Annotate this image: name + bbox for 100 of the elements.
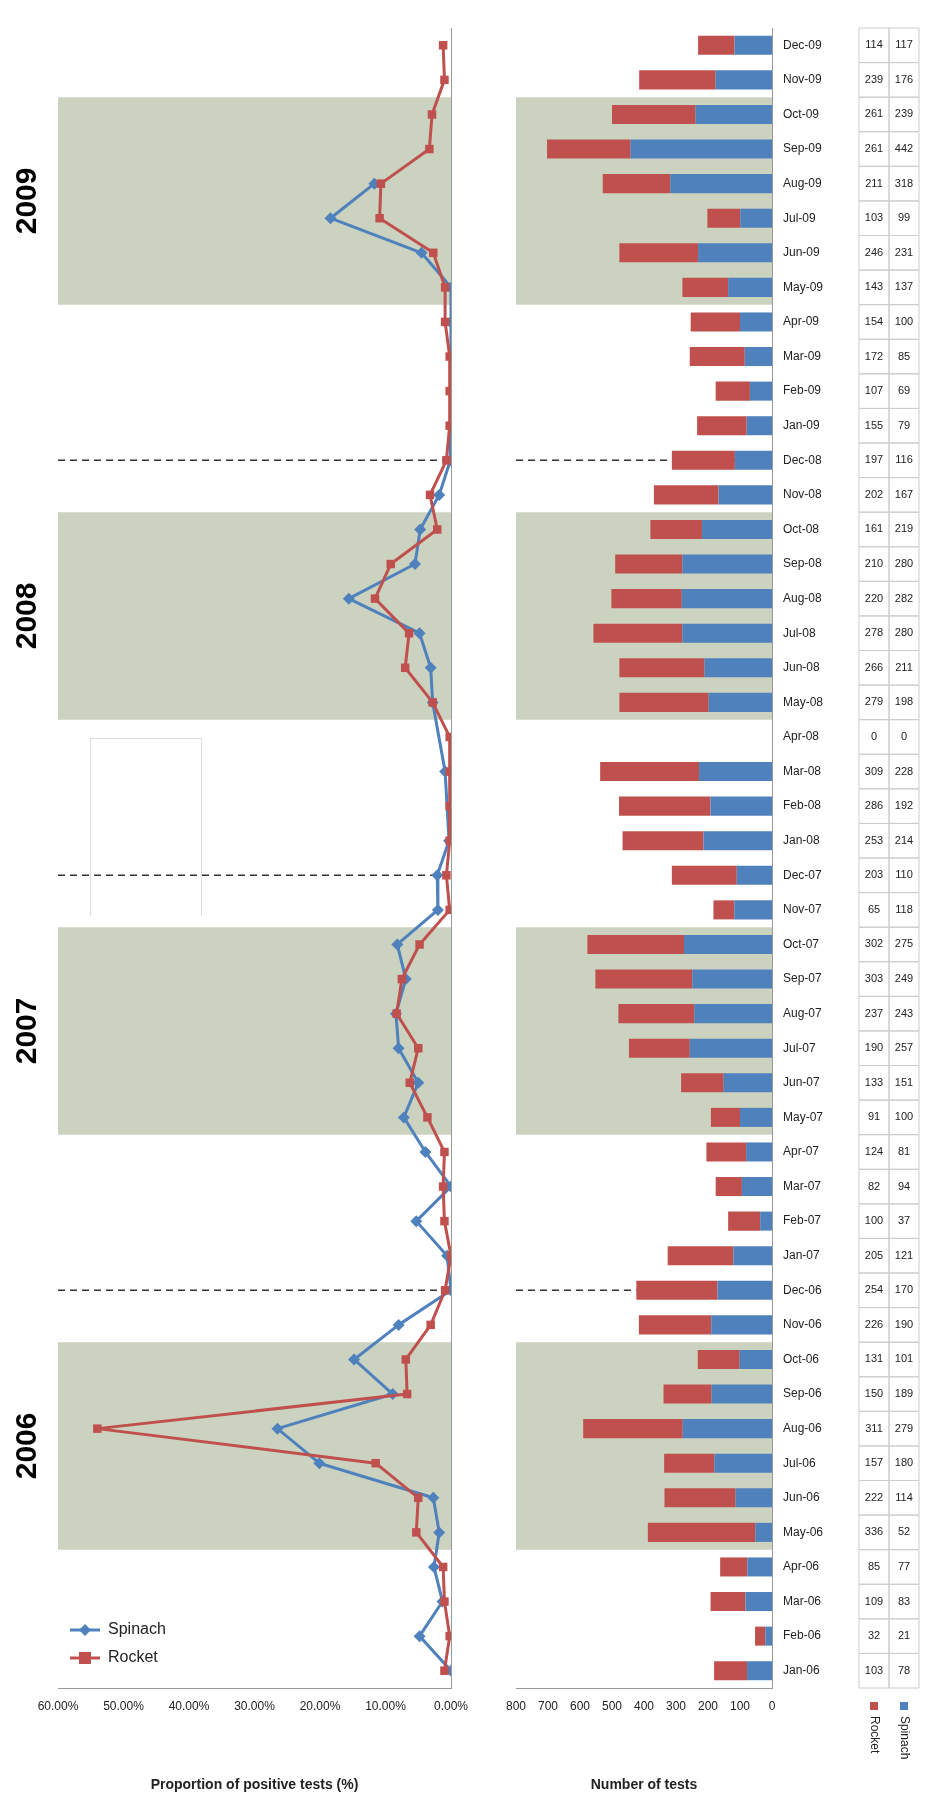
y-tick-label: Feb-06 <box>783 1628 822 1643</box>
data-label: 85 <box>867 1559 881 1572</box>
x-tick-label: 0 <box>768 1698 776 1713</box>
point <box>348 1353 361 1366</box>
point <box>427 110 437 119</box>
bar <box>619 658 705 678</box>
bar <box>695 104 772 124</box>
data-label: 161 <box>864 522 884 535</box>
data-label: 228 <box>894 764 914 777</box>
bar <box>595 969 693 989</box>
point <box>410 1215 423 1228</box>
point <box>313 1457 326 1470</box>
data-label: 210 <box>864 557 884 570</box>
x-tick-label: 600 <box>569 1698 591 1713</box>
y-tick-label: Oct-09 <box>783 106 820 121</box>
point <box>405 1078 414 1088</box>
bar <box>701 519 772 539</box>
y-tick-label: Feb-08 <box>783 798 822 813</box>
bar <box>619 796 711 816</box>
data-label: 202 <box>864 487 884 500</box>
point <box>412 1528 421 1537</box>
data-label: 85 <box>897 349 911 362</box>
point <box>401 1355 411 1364</box>
y-tick-label: Jul-07 <box>783 1040 817 1055</box>
data-label: 100 <box>894 314 914 327</box>
data-label: 190 <box>864 1041 884 1054</box>
bar <box>684 934 772 954</box>
bar <box>667 1246 734 1266</box>
bar <box>650 519 702 539</box>
data-label: 254 <box>864 1283 884 1296</box>
data-label: 154 <box>864 314 884 327</box>
data-label: 0 <box>870 729 878 742</box>
point <box>392 1318 405 1331</box>
point <box>427 1491 440 1504</box>
point <box>370 594 380 603</box>
data-label: 442 <box>894 142 914 155</box>
point <box>423 1113 432 1122</box>
bar <box>583 1419 683 1439</box>
data-label: 65 <box>867 902 881 915</box>
data-label: 109 <box>864 1594 884 1607</box>
legend-label: Spinach <box>108 1620 166 1638</box>
data-label: 21 <box>897 1629 911 1642</box>
data-label: 155 <box>864 418 884 431</box>
x-axis-title: Proportion of positive tests (%) <box>150 1776 359 1793</box>
data-label: 81 <box>897 1144 911 1157</box>
bar <box>682 1419 772 1439</box>
point <box>376 179 386 188</box>
bar <box>600 762 700 782</box>
y-tick-label: Dec-09 <box>783 37 823 52</box>
bar <box>720 1557 748 1577</box>
data-label: 114 <box>895 1490 913 1503</box>
data-label: 133 <box>864 1075 884 1088</box>
data-label: 131 <box>864 1352 884 1365</box>
point <box>424 661 437 674</box>
point <box>433 1526 446 1539</box>
bar <box>628 1038 690 1058</box>
point <box>93 1424 102 1433</box>
data-label: 318 <box>894 176 914 189</box>
bar <box>711 1384 772 1404</box>
legend-label: Rocket <box>108 1648 159 1666</box>
bar <box>703 831 772 851</box>
bar <box>647 1522 756 1542</box>
data-label: 253 <box>864 833 884 846</box>
point <box>425 144 434 154</box>
bar <box>612 104 696 124</box>
data-label: 190 <box>894 1317 914 1330</box>
x-tick-label: 60.00% <box>37 1698 79 1713</box>
x-tick-label: 400 <box>633 1698 655 1713</box>
bar <box>740 1107 772 1127</box>
x-tick-label: 200 <box>697 1698 719 1713</box>
y-tick-label: Aug-09 <box>783 175 823 190</box>
point <box>371 1458 380 1468</box>
data-label: 172 <box>864 349 884 362</box>
point <box>413 1630 426 1643</box>
y-tick-label: Sep-08 <box>783 556 823 571</box>
bar <box>733 1246 772 1266</box>
bar <box>755 1522 772 1542</box>
x-tick-label: 0.00% <box>433 1698 469 1713</box>
data-label: 79 <box>897 418 911 431</box>
data-label: 279 <box>864 695 884 708</box>
point <box>440 283 450 292</box>
point <box>433 525 442 534</box>
data-label: 280 <box>894 557 914 570</box>
data-label: 143 <box>864 280 884 293</box>
data-label: 82 <box>867 1179 881 1192</box>
data-label: 116 <box>895 453 913 466</box>
bar <box>698 35 735 55</box>
bar <box>593 623 683 643</box>
point <box>375 213 384 223</box>
bar <box>653 485 719 505</box>
y-tick-label: Oct-06 <box>783 1351 820 1366</box>
band-label: 2007 <box>9 997 43 1065</box>
y-tick-label: Mar-09 <box>783 348 822 363</box>
bar <box>619 243 699 263</box>
y-tick-label: Jun-06 <box>783 1490 821 1505</box>
bar <box>707 208 741 228</box>
data-label: 279 <box>894 1421 914 1434</box>
point <box>440 1597 449 1606</box>
data-label: 243 <box>894 1006 914 1019</box>
y-tick-label: Apr-08 <box>783 729 820 744</box>
